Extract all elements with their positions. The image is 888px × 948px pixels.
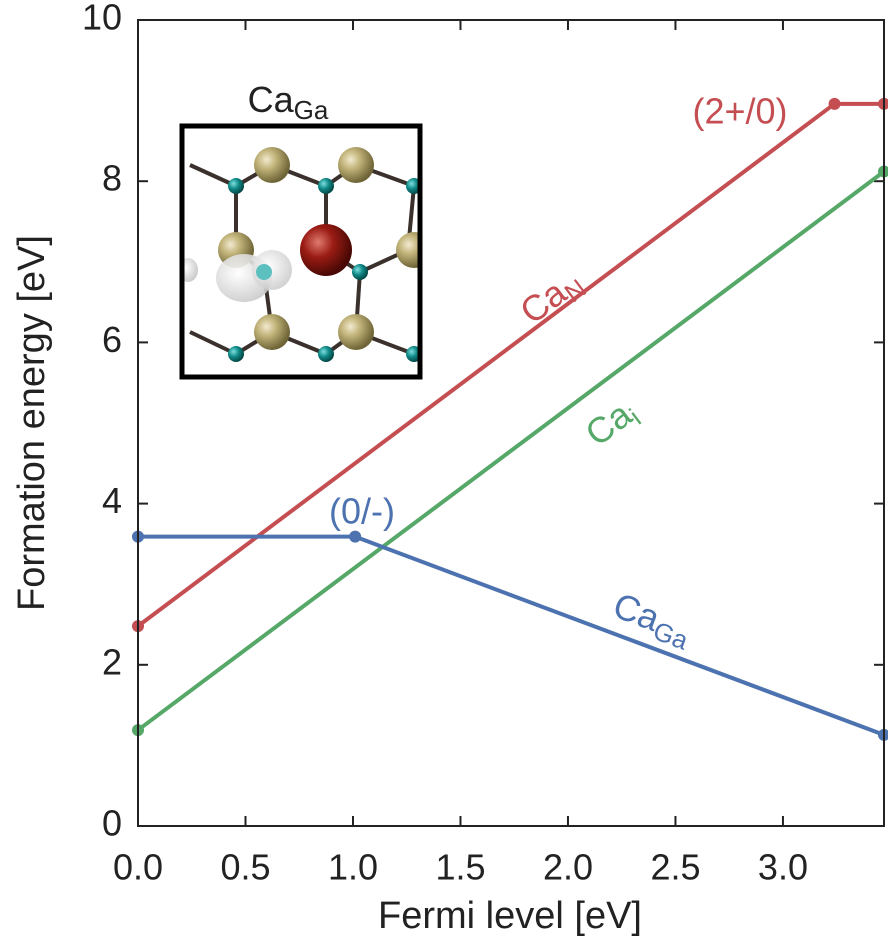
point xyxy=(829,98,841,110)
x-axis-label: Fermi level [eV] xyxy=(378,895,642,937)
x-tick-label: 1.0 xyxy=(328,847,378,888)
series-label: CaN xyxy=(512,260,592,336)
transition-label: (2+/0) xyxy=(692,91,787,132)
x-tick-label: 0.0 xyxy=(113,847,163,888)
series-label: CaGa xyxy=(606,584,698,656)
chart: CaGa Fermi level [eV] Formation energy [… xyxy=(0,0,888,948)
x-tick-label: 0.5 xyxy=(220,847,270,888)
transition-label: (0/-) xyxy=(329,491,395,532)
series-line xyxy=(138,537,884,735)
x-tick-label: 2.0 xyxy=(543,847,593,888)
x-tick-label: 3.0 xyxy=(758,847,808,888)
inset-title-base: Ca xyxy=(248,79,295,120)
y-axis-label: Formation energy [eV] xyxy=(11,235,53,611)
inset-title-sub: Ga xyxy=(294,95,329,125)
point xyxy=(349,531,361,543)
series-label: Cai xyxy=(577,390,646,458)
x-tick-label: 1.5 xyxy=(435,847,485,888)
y-tick-label: 0 xyxy=(102,803,122,844)
y-tick-label: 4 xyxy=(102,480,122,521)
x-tick-label: 2.5 xyxy=(650,847,700,888)
series-label-base: Ca xyxy=(577,393,639,454)
inset-title: CaGa xyxy=(248,79,329,125)
inset-image xyxy=(178,126,432,377)
y-tick-label: 8 xyxy=(102,158,122,199)
y-tick-label: 10 xyxy=(82,0,122,38)
y-tick-label: 2 xyxy=(102,641,122,682)
y-tick-label: 6 xyxy=(102,319,122,360)
